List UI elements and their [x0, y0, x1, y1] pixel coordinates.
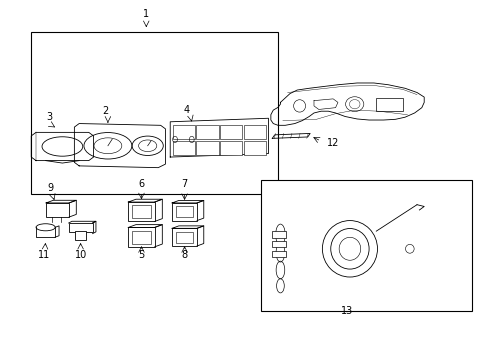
Text: 12: 12 — [326, 138, 339, 148]
Bar — [128, 202, 154, 221]
Text: 13: 13 — [341, 306, 353, 316]
Text: 7: 7 — [181, 179, 187, 189]
Bar — [132, 206, 151, 218]
Bar — [272, 241, 285, 247]
Bar — [244, 141, 265, 155]
Bar — [75, 231, 86, 240]
Bar — [176, 231, 193, 243]
Bar — [220, 141, 242, 155]
Bar — [272, 231, 285, 238]
Bar — [128, 228, 154, 247]
Bar — [220, 125, 242, 139]
Bar — [196, 141, 218, 155]
Bar — [272, 251, 285, 257]
Bar — [172, 125, 195, 139]
Text: 11: 11 — [38, 250, 50, 260]
Text: 9: 9 — [47, 183, 53, 193]
Bar — [172, 141, 195, 155]
Text: 5: 5 — [138, 250, 144, 260]
Bar — [46, 203, 69, 217]
Text: 4: 4 — [183, 105, 190, 115]
Bar — [176, 206, 193, 217]
Text: 10: 10 — [74, 250, 86, 260]
Text: 2: 2 — [102, 107, 108, 117]
Bar — [172, 203, 197, 221]
Text: 3: 3 — [46, 112, 52, 122]
Bar — [132, 231, 151, 243]
Bar — [31, 32, 278, 194]
Text: 8: 8 — [181, 250, 187, 260]
Bar — [68, 223, 92, 232]
Text: 6: 6 — [138, 179, 144, 189]
Bar — [261, 180, 471, 311]
Bar — [376, 98, 402, 111]
Bar — [172, 228, 197, 246]
Bar — [244, 125, 265, 139]
Bar — [196, 125, 218, 139]
Text: 1: 1 — [143, 9, 149, 19]
